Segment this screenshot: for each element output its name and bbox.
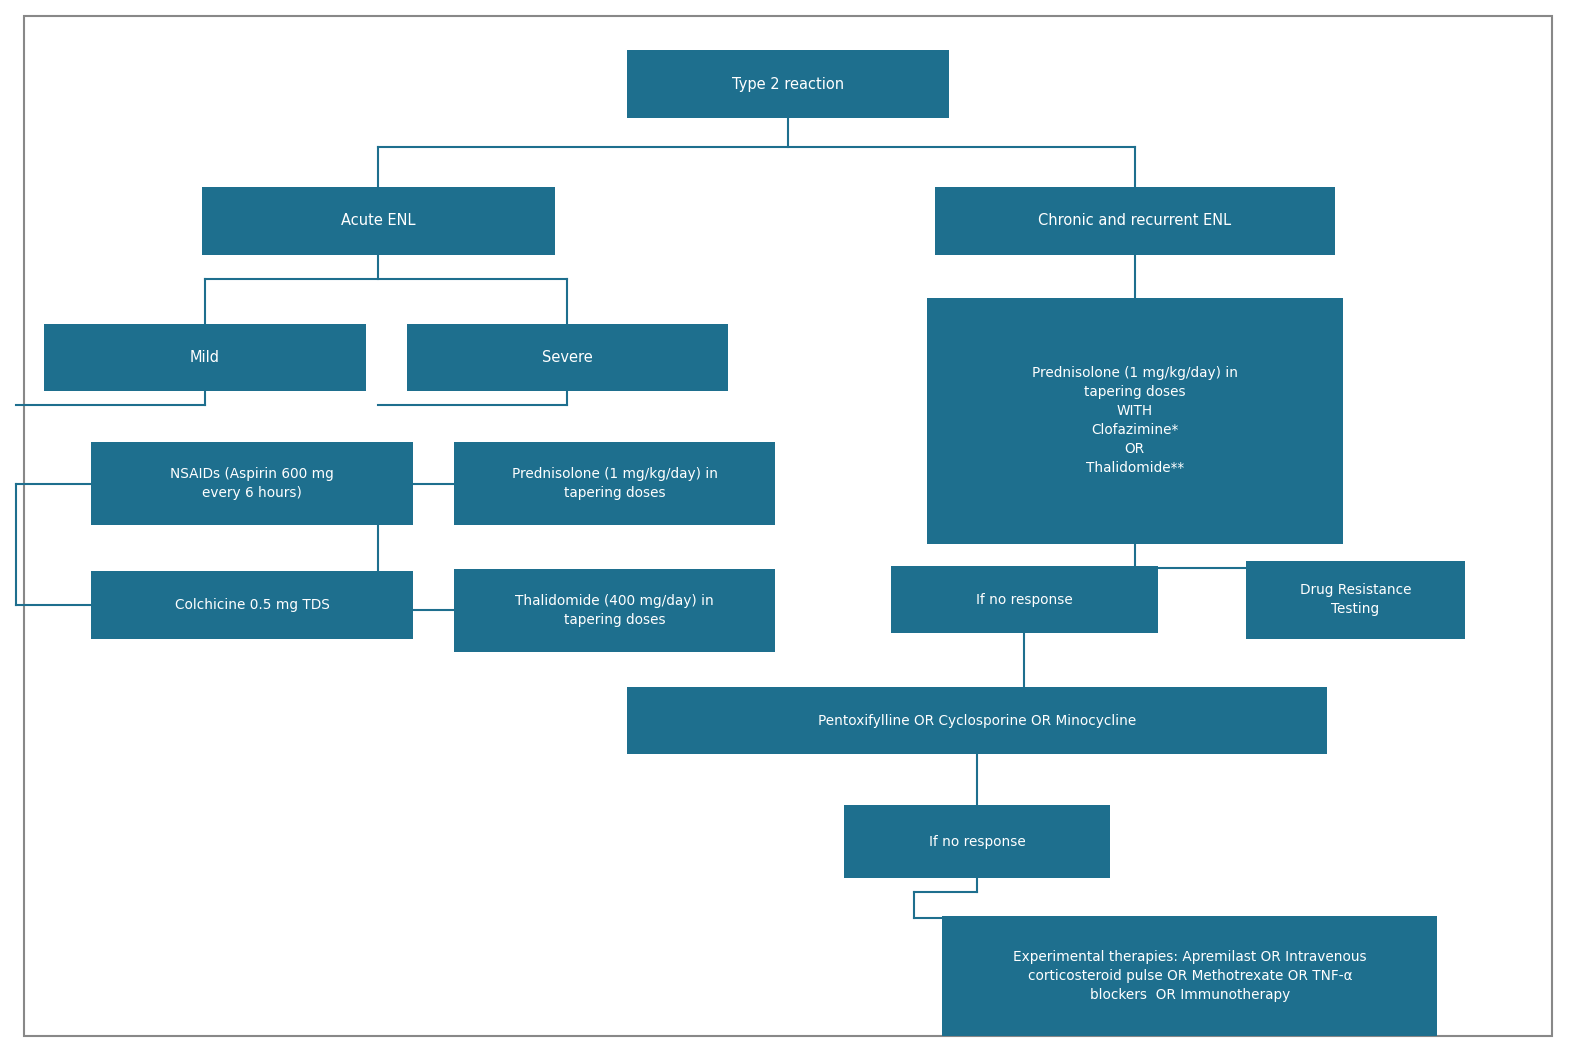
FancyBboxPatch shape (845, 806, 1110, 877)
Text: If no response: If no response (928, 834, 1026, 849)
Text: Drug Resistance
Testing: Drug Resistance Testing (1300, 583, 1411, 616)
FancyBboxPatch shape (627, 687, 1327, 754)
FancyBboxPatch shape (627, 50, 949, 118)
Text: Thalidomide (400 mg/day) in
tapering doses: Thalidomide (400 mg/day) in tapering dos… (515, 593, 714, 627)
Text: Severe: Severe (542, 350, 593, 365)
FancyBboxPatch shape (927, 298, 1343, 544)
Text: Acute ENL: Acute ENL (340, 214, 416, 228)
Text: Chronic and recurrent ENL: Chronic and recurrent ENL (1039, 214, 1231, 228)
Text: Experimental therapies: Apremilast OR Intravenous
corticosteroid pulse OR Methot: Experimental therapies: Apremilast OR In… (1013, 950, 1366, 1003)
Text: Type 2 reaction: Type 2 reaction (731, 77, 845, 92)
Text: If no response: If no response (976, 592, 1073, 607)
Text: Prednisolone (1 mg/kg/day) in
tapering doses
WITH
Clofazimine*
OR
Thalidomide**: Prednisolone (1 mg/kg/day) in tapering d… (1032, 366, 1237, 476)
Text: NSAIDs (Aspirin 600 mg
every 6 hours): NSAIDs (Aspirin 600 mg every 6 hours) (170, 467, 334, 501)
FancyBboxPatch shape (454, 442, 775, 525)
FancyBboxPatch shape (91, 442, 413, 525)
FancyBboxPatch shape (91, 571, 413, 639)
FancyBboxPatch shape (407, 324, 728, 391)
FancyBboxPatch shape (935, 187, 1335, 255)
Text: Colchicine 0.5 mg TDS: Colchicine 0.5 mg TDS (175, 598, 329, 612)
FancyBboxPatch shape (942, 916, 1437, 1036)
FancyBboxPatch shape (202, 187, 555, 255)
FancyBboxPatch shape (890, 566, 1157, 633)
Text: Prednisolone (1 mg/kg/day) in
tapering doses: Prednisolone (1 mg/kg/day) in tapering d… (512, 467, 717, 501)
FancyBboxPatch shape (44, 324, 366, 391)
FancyBboxPatch shape (1245, 561, 1466, 639)
Text: Pentoxifylline OR Cyclosporine OR Minocycline: Pentoxifylline OR Cyclosporine OR Minocy… (818, 713, 1136, 728)
FancyBboxPatch shape (454, 568, 775, 651)
Text: Mild: Mild (189, 350, 221, 365)
